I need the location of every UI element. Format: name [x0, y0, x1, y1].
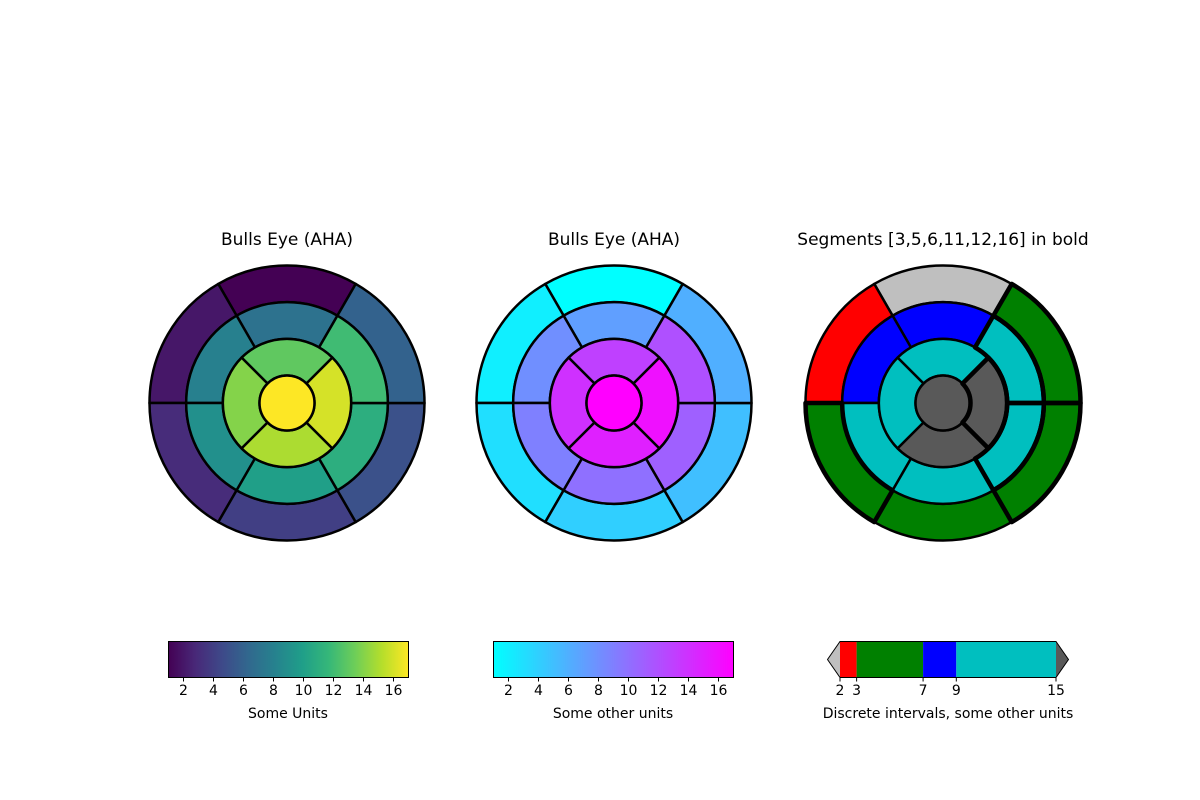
colorbar-label-3: Discrete intervals, some other units [822, 706, 1074, 722]
bullseye-plot-1 [148, 264, 426, 542]
colorbar-tick-label: 9 [951, 683, 961, 699]
colorbar-interval [856, 641, 924, 678]
colorbar-tick-label: 4 [209, 683, 218, 699]
colorbar-tick-label: 10 [294, 683, 313, 699]
colorbar-tick-label: 2 [835, 683, 845, 699]
colorbar-interval [840, 641, 857, 678]
bullseye-plot-2 [475, 264, 753, 542]
colorbar-interval [923, 641, 957, 678]
colorbar-tick-label: 4 [534, 683, 543, 699]
colorbar-tick-label: 7 [918, 683, 928, 699]
colorbar-under-arrow [827, 641, 840, 678]
colorbar-tick-label: 8 [269, 683, 278, 699]
segment-17 [585, 374, 643, 432]
colorbar-tick-label: 10 [619, 683, 638, 699]
plot-title-1: Bulls Eye (AHA) [220, 230, 354, 250]
colorbar-tick-label: 2 [179, 683, 188, 699]
segment-3-bold-outline [803, 400, 895, 525]
colorbar-label-1: Some Units [248, 706, 328, 722]
colorbar-tick-label: 2 [504, 683, 513, 699]
colorbar-tick-label: 6 [239, 683, 248, 699]
colorbar-interval [956, 641, 1056, 678]
colorbar-tick-label: 8 [594, 683, 603, 699]
colorbar-tick-label: 16 [709, 683, 728, 699]
bullseye-plot-3 [803, 264, 1083, 542]
colorbar-tick-label: 16 [384, 683, 403, 699]
colorbar-tick-label: 6 [564, 683, 573, 699]
colorbar-label-2: Some other units [552, 706, 674, 722]
colorbar-tick-label: 12 [324, 683, 343, 699]
colorbar-tick-label: 15 [1047, 683, 1065, 699]
colorbar-gradient-bar [168, 641, 409, 678]
colorbar-1 [168, 641, 409, 682]
plot-title-3: Segments [3,5,6,11,12,16] in bold [797, 230, 1089, 250]
colorbar-gradient-bar [493, 641, 734, 678]
segment-16-bold-outline [960, 355, 1010, 451]
colorbar-2 [493, 641, 734, 682]
segment-17 [258, 374, 316, 432]
colorbar-over-arrow [1056, 641, 1069, 678]
colorbar-3 [827, 641, 1070, 682]
plot-title-2: Bulls Eye (AHA) [547, 230, 681, 250]
colorbar-tick-label: 12 [649, 683, 668, 699]
colorbar-tick-label: 3 [852, 683, 862, 699]
colorbar-tick-label: 14 [354, 683, 373, 699]
colorbar-tick-label: 14 [679, 683, 698, 699]
colorbar-outline [827, 641, 1070, 678]
